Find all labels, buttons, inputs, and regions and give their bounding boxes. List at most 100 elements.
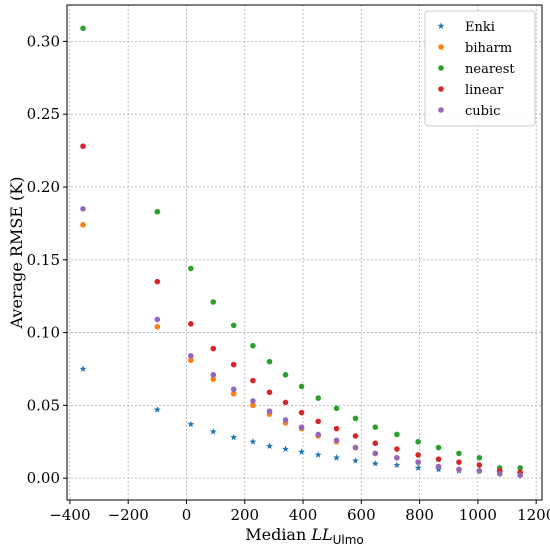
data-point-linear <box>266 389 273 396</box>
data-points <box>79 25 524 479</box>
x-tick-label: −200 <box>108 506 149 524</box>
y-tick-label: 0.00 <box>27 469 60 487</box>
data-point-nearest <box>250 342 256 349</box>
y-tick-label: 0.25 <box>27 105 60 123</box>
data-point-enki <box>333 454 340 461</box>
x-tick-label: 200 <box>230 506 259 524</box>
data-point-nearest <box>188 265 194 272</box>
data-point-cubic <box>210 371 217 378</box>
data-point-cubic <box>154 316 161 323</box>
data-point-cubic <box>394 454 400 461</box>
x-axis-label-sub: Ulmo <box>333 533 364 547</box>
data-point-linear <box>154 278 161 285</box>
data-point-nearest <box>154 208 161 215</box>
data-point-enki <box>79 365 87 372</box>
data-point-nearest <box>210 299 217 305</box>
data-point-linear <box>435 456 442 463</box>
data-point-cubic <box>230 386 237 393</box>
series-cubic <box>80 206 523 479</box>
legend-marker-enki <box>437 22 445 29</box>
x-tick-label: 0 <box>182 506 192 524</box>
plot-frame <box>66 4 543 501</box>
data-point-linear <box>80 143 86 150</box>
data-point-cubic <box>352 444 359 451</box>
data-point-cubic <box>476 468 483 474</box>
data-point-linear <box>250 377 256 384</box>
data-point-linear <box>333 425 340 432</box>
data-point-enki <box>230 433 238 441</box>
data-point-biharm <box>80 222 86 228</box>
data-point-enki <box>266 442 273 450</box>
y-tick-label: 0.30 <box>27 32 60 50</box>
legend-label-cubic: cubic <box>465 104 500 119</box>
y-tick-label: 0.15 <box>27 251 60 269</box>
data-point-nearest <box>517 465 523 471</box>
data-point-nearest <box>333 405 340 412</box>
data-point-biharm <box>210 376 217 382</box>
legend-marker-cubic <box>438 107 444 113</box>
data-point-nearest <box>315 395 321 401</box>
x-tick-label: 1000 <box>459 506 497 524</box>
x-tick-label: 400 <box>289 506 318 524</box>
data-point-linear <box>476 462 483 468</box>
data-point-enki <box>249 438 257 445</box>
data-point-cubic <box>372 450 379 457</box>
data-point-biharm <box>230 390 237 397</box>
data-point-cubic <box>435 463 442 470</box>
data-point-cubic <box>250 398 256 404</box>
x-tick-label: 600 <box>347 506 376 524</box>
data-point-nearest <box>80 25 86 32</box>
y-tick-label: 0.10 <box>27 324 60 342</box>
series-nearest <box>80 25 523 471</box>
data-point-cubic <box>266 408 273 414</box>
data-point-enki <box>209 427 217 435</box>
data-point-nearest <box>415 438 421 445</box>
data-point-enki <box>298 448 306 455</box>
data-point-nearest <box>476 454 483 461</box>
data-point-linear <box>188 321 194 327</box>
data-point-nearest <box>394 431 400 438</box>
data-point-linear <box>415 452 421 458</box>
data-point-enki <box>153 406 161 413</box>
data-point-nearest <box>266 358 273 365</box>
data-point-enki <box>187 420 195 428</box>
data-point-biharm <box>188 357 194 364</box>
data-point-nearest <box>352 415 359 422</box>
grid-lines <box>67 5 542 500</box>
legend-label-enki: Enki <box>465 20 495 35</box>
x-axis-label-italic: LL <box>310 525 332 544</box>
data-point-cubic <box>188 353 194 359</box>
legend-marker-nearest <box>438 65 444 71</box>
x-tick-label: 800 <box>405 506 434 524</box>
data-point-linear <box>282 399 289 406</box>
data-point-cubic <box>315 431 321 438</box>
legend-label-biharm: biharm <box>465 41 512 56</box>
data-point-cubic <box>496 470 503 477</box>
data-point-cubic <box>282 417 289 423</box>
data-point-nearest <box>372 424 379 431</box>
data-point-linear <box>394 446 400 452</box>
data-point-nearest <box>230 322 237 329</box>
legend-marker-linear <box>438 86 444 92</box>
x-tick-label: −400 <box>49 506 90 524</box>
data-point-linear <box>372 440 379 447</box>
data-point-cubic <box>333 437 340 444</box>
data-point-linear <box>298 409 305 416</box>
data-point-nearest <box>282 371 289 378</box>
legend-label-linear: linear <box>465 83 504 98</box>
data-point-enki <box>414 464 422 471</box>
data-point-biharm <box>154 323 161 330</box>
data-point-nearest <box>298 383 305 390</box>
data-point-enki <box>352 457 359 464</box>
data-point-cubic <box>415 459 421 465</box>
x-axis-label-prefix: Median <box>245 525 311 544</box>
data-point-enki <box>371 460 379 467</box>
data-point-cubic <box>517 472 523 479</box>
data-point-linear <box>352 433 359 439</box>
legend-label-nearest: nearest <box>465 62 515 77</box>
data-point-enki <box>282 445 289 452</box>
data-point-biharm <box>250 402 256 409</box>
series-linear <box>80 143 523 476</box>
